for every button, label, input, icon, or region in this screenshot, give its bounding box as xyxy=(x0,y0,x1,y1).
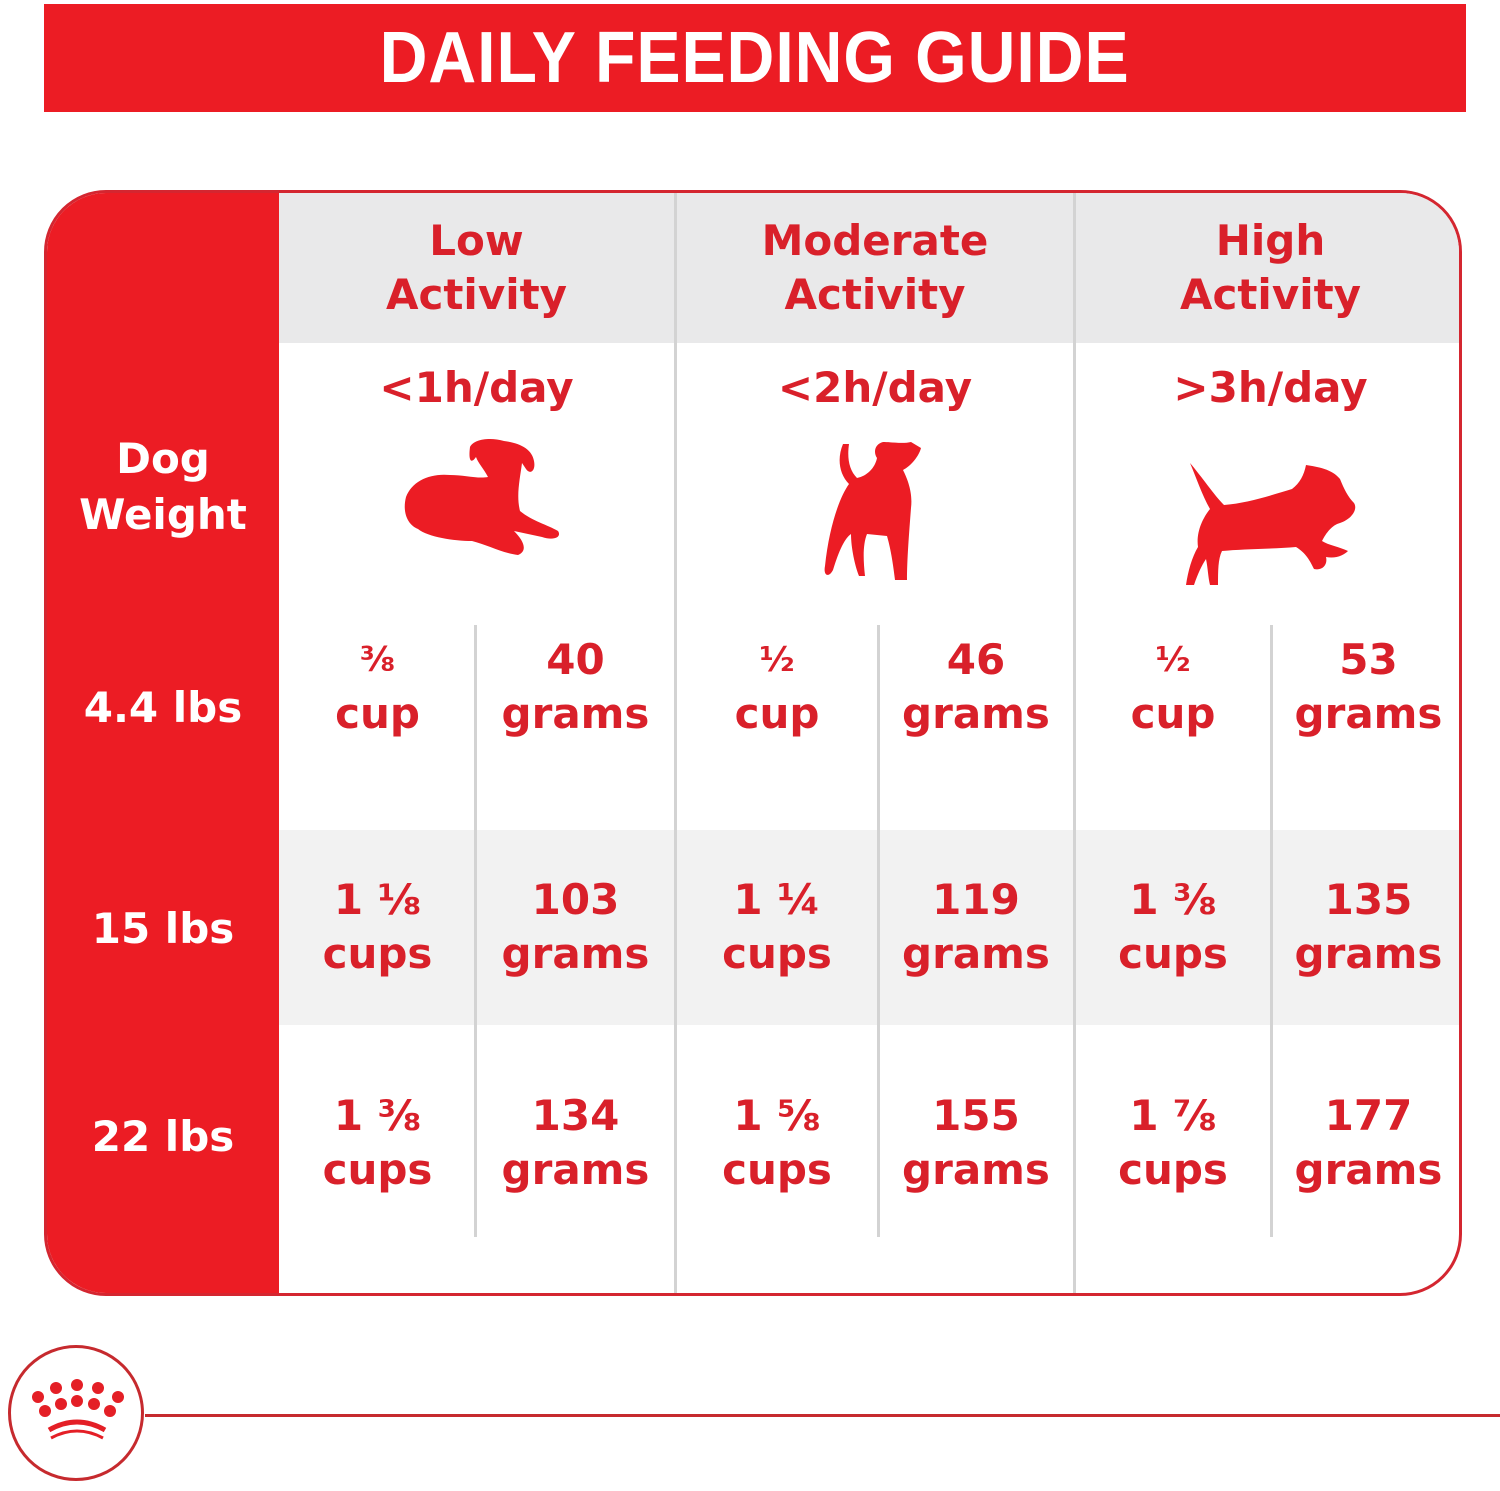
column-title: Activity xyxy=(1179,270,1362,319)
column-header: Moderate Activity xyxy=(677,193,1073,343)
cup-unit: cups xyxy=(1118,929,1228,978)
weight-label: 15 lbs xyxy=(91,904,235,953)
page-title: DAILY FEEDING GUIDE xyxy=(380,18,1130,98)
grams-cell: 103 grams xyxy=(477,873,674,981)
grams-value: 177 xyxy=(1324,1091,1413,1140)
column-title: Low xyxy=(429,216,524,265)
grams-value: 155 xyxy=(932,1091,1020,1140)
grams-value: 46 xyxy=(946,635,1006,684)
grams-cell: 135 grams xyxy=(1272,873,1459,981)
footer-rule xyxy=(145,1414,1500,1417)
cup-unit: cup xyxy=(335,689,420,738)
column-low-activity: Low Activity <1h/day ⅜ cup 40 grams 1 ⅛ … xyxy=(279,193,674,1293)
column-title: Activity xyxy=(385,270,568,319)
activity-duration: >3h/day xyxy=(1173,363,1368,412)
cup-amount: 1 ⅜ xyxy=(333,1091,422,1140)
divider xyxy=(1270,625,1273,1237)
grams-unit: grams xyxy=(501,689,650,738)
activity-duration: <1h/day xyxy=(379,363,574,412)
grams-cell: 46 grams xyxy=(879,633,1073,741)
cup-amount: ½ xyxy=(1155,640,1191,680)
divider xyxy=(474,625,477,1237)
divider xyxy=(877,625,880,1237)
grams-cell: 134 grams xyxy=(477,1089,674,1197)
cup-amount: 1 ⅝ xyxy=(733,1091,821,1140)
weight-column: Dog Weight 4.4 lbs 15 lbs 22 lbs xyxy=(47,193,279,1293)
grams-value: 134 xyxy=(531,1091,620,1140)
grams-cell: 119 grams xyxy=(879,873,1073,981)
jumping-dog-icon xyxy=(1185,463,1355,585)
cup-amount-cell: 1 ¼ cups xyxy=(677,873,877,981)
column-divider xyxy=(674,193,677,1293)
grams-value: 135 xyxy=(1324,875,1413,924)
column-title: High xyxy=(1215,216,1326,265)
grams-unit: grams xyxy=(1294,689,1443,738)
cup-unit: cup xyxy=(734,689,820,738)
grams-value: 53 xyxy=(1339,635,1398,684)
cup-unit: cups xyxy=(722,929,832,978)
cup-unit: cups xyxy=(322,929,433,978)
standing-dog-icon xyxy=(824,442,921,580)
cup-amount-cell: 1 ⅜ cups xyxy=(1076,873,1270,981)
grams-cell: 177 grams xyxy=(1272,1089,1459,1197)
cup-amount: 1 ¼ xyxy=(733,875,821,924)
title-banner: DAILY FEEDING GUIDE xyxy=(44,4,1466,112)
activity-duration: <2h/day xyxy=(777,363,973,412)
cup-amount: 1 ⅞ xyxy=(1129,1091,1217,1140)
column-header: High Activity xyxy=(1076,193,1459,343)
grams-value: 119 xyxy=(932,875,1020,924)
cup-amount-cell: 1 ⅜ cups xyxy=(279,1089,476,1197)
cup-unit: cups xyxy=(1118,1145,1228,1194)
crown-logo-icon xyxy=(32,1379,124,1440)
cup-unit: cups xyxy=(322,1145,433,1194)
cup-amount-cell: ⅜ cup xyxy=(279,633,476,741)
cup-amount: 1 ⅛ xyxy=(333,875,422,924)
cup-amount-cell: 1 ⅝ cups xyxy=(677,1089,877,1197)
grams-cell: 53 grams xyxy=(1272,633,1459,741)
cup-amount-cell: 1 ⅞ cups xyxy=(1076,1089,1270,1197)
cup-amount-cell: ½ cup xyxy=(677,633,877,741)
weight-label: 22 lbs xyxy=(91,1112,235,1161)
grams-unit: grams xyxy=(902,1145,1050,1194)
column-header: Low Activity xyxy=(279,193,674,343)
cup-amount: ⅜ xyxy=(359,640,396,680)
cup-amount: ½ xyxy=(759,640,795,680)
lying-dog-icon xyxy=(404,439,559,555)
brand-logo xyxy=(8,1345,144,1481)
grams-cell: 155 grams xyxy=(879,1089,1073,1197)
column-title: Moderate xyxy=(761,216,989,265)
cup-amount-cell: ½ cup xyxy=(1076,633,1270,741)
grams-unit: grams xyxy=(1294,929,1443,978)
cup-amount: 1 ⅜ xyxy=(1129,875,1217,924)
weight-label: 4.4 lbs xyxy=(83,683,243,732)
grams-cell: 40 grams xyxy=(477,633,674,741)
column-high-activity: High Activity >3h/day ½ cup 53 grams 1 ⅜… xyxy=(1076,193,1459,1293)
grams-unit: grams xyxy=(902,689,1050,738)
cup-amount-cell: 1 ⅛ cups xyxy=(279,873,476,981)
grams-unit: grams xyxy=(902,929,1050,978)
column-moderate-activity: Moderate Activity <2h/day ½ cup 46 grams… xyxy=(677,193,1073,1293)
grams-value: 103 xyxy=(531,875,620,924)
grams-unit: grams xyxy=(501,1145,650,1194)
cup-unit: cups xyxy=(722,1145,832,1194)
column-title: Activity xyxy=(784,270,966,319)
grams-unit: grams xyxy=(501,929,650,978)
grams-unit: grams xyxy=(1294,1145,1443,1194)
grams-value: 40 xyxy=(546,635,605,684)
row-header-line2: Weight xyxy=(79,490,247,539)
row-header-line1: Dog xyxy=(116,434,210,483)
column-divider xyxy=(1073,193,1076,1293)
feeding-table: Dog Weight 4.4 lbs 15 lbs 22 lbs Low Act… xyxy=(44,190,1462,1296)
cup-unit: cup xyxy=(1130,689,1216,738)
